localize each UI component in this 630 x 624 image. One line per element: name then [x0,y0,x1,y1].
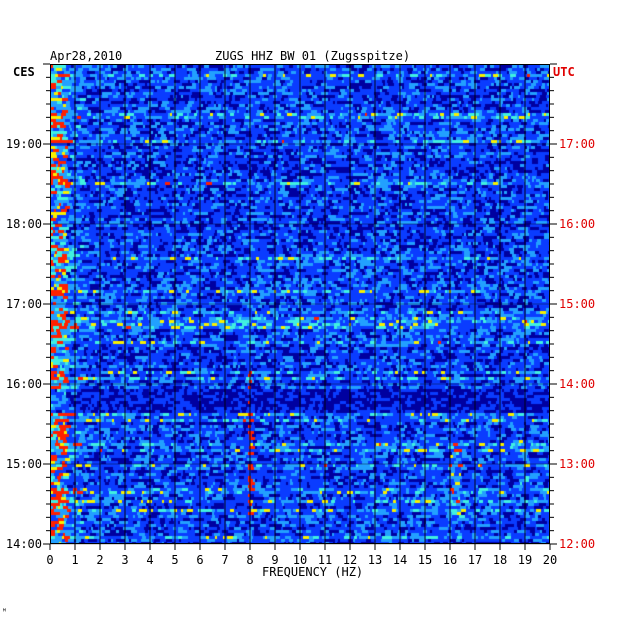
x-tick-label: 15 [418,553,432,567]
y-tick-label-utc: 14:00 [559,377,595,391]
ces-label: CES [13,65,35,79]
x-tick-label: 11 [318,553,332,567]
y-tick-label-ces: 14:00 [6,537,42,551]
y-tick-label-ces: 18:00 [6,217,42,231]
x-tick-label: 1 [71,553,78,567]
utc-label: UTC [553,65,575,79]
y-tick-label-utc: 17:00 [559,137,595,151]
y-tick-label-utc: 12:00 [559,537,595,551]
x-tick-label: 14 [393,553,407,567]
station-title: ZUGS HHZ BW 01 (Zugsspitze) [215,49,411,63]
x-tick-label: 12 [343,553,357,567]
x-tick-label: 2 [96,553,103,567]
x-tick-label: 19 [518,553,532,567]
date-label: Apr28,2010 [50,49,123,63]
x-tick-label: 4 [146,553,153,567]
corner-mark: ᴹ [2,607,7,616]
y-tick-label-ces: 15:00 [6,457,42,471]
x-tick-label: 17 [468,553,482,567]
y-tick-label-ces: 19:00 [6,137,42,151]
x-tick-label: 0 [46,553,53,567]
y-tick-label-ces: 17:00 [6,297,42,311]
x-tick-label: 10 [293,553,307,567]
x-axis-title: FREQUENCY (HZ) [262,565,364,579]
x-tick-label: 13 [368,553,382,567]
x-tick-label: 6 [196,553,203,567]
x-tick-label: 9 [271,553,278,567]
x-tick-label: 16 [443,553,457,567]
x-tick-label: 3 [121,553,128,567]
x-tick-label: 20 [543,553,557,567]
y-tick-label-ces: 16:00 [6,377,42,391]
y-tick-label-utc: 15:00 [559,297,595,311]
y-tick-label-utc: 16:00 [559,217,595,231]
x-tick-label: 18 [493,553,507,567]
x-tick-label: 5 [171,553,178,567]
x-tick-label: 8 [246,553,253,567]
y-tick-label-utc: 13:00 [559,457,595,471]
x-tick-label: 7 [221,553,228,567]
